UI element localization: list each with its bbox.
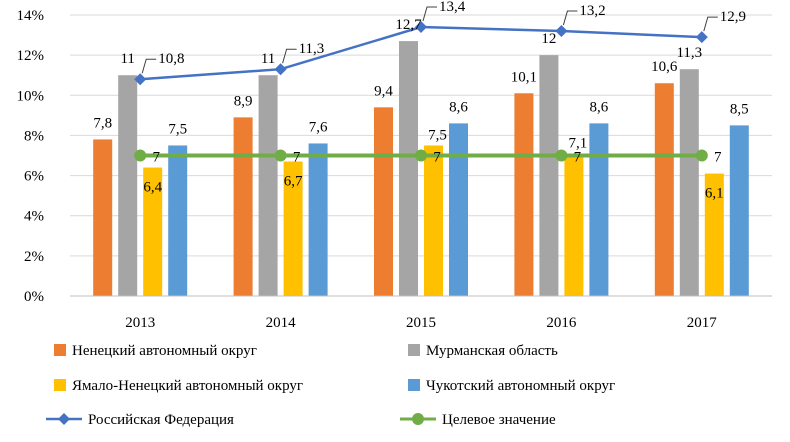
bar-data-label: 7,5 xyxy=(428,127,447,143)
bar xyxy=(258,75,278,296)
line-data-label: 7 xyxy=(714,150,722,166)
legend-marker xyxy=(412,413,424,425)
bar-data-label: 6,4 xyxy=(143,180,162,196)
bar-data-label: 7,8 xyxy=(93,115,112,131)
bar-data-label: 8,6 xyxy=(590,99,609,115)
label-leader xyxy=(562,10,578,26)
line-point xyxy=(555,149,568,162)
series-line xyxy=(140,25,702,81)
bar xyxy=(654,83,674,296)
bar xyxy=(704,173,724,296)
line-point xyxy=(134,73,147,86)
x-tick-label: 2015 xyxy=(406,315,436,331)
bar xyxy=(449,123,468,296)
bar xyxy=(539,55,559,297)
line-data-label: 10,8 xyxy=(158,51,184,67)
bar-data-label: 6,7 xyxy=(284,174,303,190)
line-point xyxy=(415,149,427,162)
bar xyxy=(118,75,138,296)
line-layer xyxy=(134,21,708,162)
bar-data-label: 11 xyxy=(120,51,134,67)
bar xyxy=(233,117,253,296)
y-tick-label: 12% xyxy=(17,48,45,64)
legend-swatch xyxy=(54,379,66,391)
line-data-label: 13,4 xyxy=(439,0,466,15)
bar-data-label: 8,9 xyxy=(234,93,253,109)
bar-data-label: 6,1 xyxy=(705,186,724,202)
legend-layer: Ненецкий автономный округ Мурманская обла… xyxy=(46,343,615,428)
legend-marker xyxy=(58,413,70,425)
label-layer: 7,8 8,9 9,4 10,1 10,6 11 11 12,7 12 11,3 6,4 6,7 7,5… xyxy=(93,0,748,202)
line-point xyxy=(274,63,287,76)
bar-data-label: 8,5 xyxy=(730,101,749,117)
bar-data-label: 11,3 xyxy=(676,45,702,61)
bar xyxy=(143,167,163,296)
legend-swatch xyxy=(54,344,66,356)
y-tick-label: 0% xyxy=(24,289,44,305)
legend-swatch xyxy=(408,379,420,391)
y-tick-label: 8% xyxy=(24,128,44,144)
y-tick-label: 4% xyxy=(24,209,44,225)
y-tick-label: 10% xyxy=(17,88,45,104)
bar-data-label: 12 xyxy=(541,31,556,47)
bar xyxy=(399,41,418,296)
bar xyxy=(679,69,699,296)
legend-label: Ямало-Ненецкий автономный округ xyxy=(72,378,303,394)
x-tick-label: 2017 xyxy=(687,315,718,331)
x-tick-label: 2014 xyxy=(266,315,297,331)
bar-data-label: 11 xyxy=(261,51,275,67)
line-point xyxy=(555,25,568,38)
x-tick-label: 2013 xyxy=(125,315,155,331)
bar xyxy=(514,93,534,297)
y-tick-label: 14% xyxy=(17,8,45,24)
line-data-label: 12,9 xyxy=(720,9,746,25)
y-tick-label: 6% xyxy=(24,169,44,185)
bar-data-label: 9,4 xyxy=(374,83,393,99)
line-point xyxy=(695,31,708,44)
line-point xyxy=(274,149,287,162)
bar-data-label: 7,5 xyxy=(168,121,187,137)
line-point xyxy=(134,149,147,162)
line-data-label: 11,3 xyxy=(299,41,325,57)
bar xyxy=(168,145,188,296)
legend-swatch xyxy=(408,344,420,356)
bar xyxy=(729,125,749,297)
label-leader xyxy=(141,58,157,74)
legend-label: Российская Федерация xyxy=(88,412,234,428)
line-data-label: 7 xyxy=(152,150,160,166)
line-data-label: 7 xyxy=(433,150,441,166)
line-point xyxy=(695,149,708,162)
legend-label: Ненецкий автономный округ xyxy=(72,343,257,359)
label-leader xyxy=(703,16,718,32)
bar xyxy=(283,161,303,296)
axis-layer: 0% 2% 4% 6% 8% 10% 12% 14% 2013 2014 2015 2016 2017 xyxy=(17,8,772,331)
bar-data-label: 10,1 xyxy=(511,69,537,85)
bar xyxy=(424,145,443,296)
line-data-label: 13,2 xyxy=(579,3,605,19)
bar xyxy=(93,139,113,296)
line-data-label: 7 xyxy=(574,150,582,166)
bar-data-label: 8,6 xyxy=(449,99,468,115)
legend-label: Мурманская область xyxy=(426,343,558,359)
line-point xyxy=(415,21,427,34)
bar-data-label: 7,6 xyxy=(309,119,328,135)
y-tick-label: 2% xyxy=(24,249,44,265)
bar-data-label: 12,7 xyxy=(395,17,422,33)
x-tick-label: 2016 xyxy=(546,315,577,331)
bar xyxy=(589,123,609,296)
label-leader xyxy=(282,48,297,64)
bar xyxy=(374,107,393,296)
bar-layer xyxy=(93,41,749,297)
line-data-label: 7 xyxy=(293,150,301,166)
bar-data-label: 10,6 xyxy=(651,59,678,75)
bar xyxy=(308,143,328,296)
label-leader xyxy=(422,6,437,22)
legend-label: Чукотский автономный округ xyxy=(426,378,615,394)
bar-data-label: 7,1 xyxy=(569,135,588,151)
bar xyxy=(564,153,584,296)
legend-label: Целевое значение xyxy=(442,412,556,428)
